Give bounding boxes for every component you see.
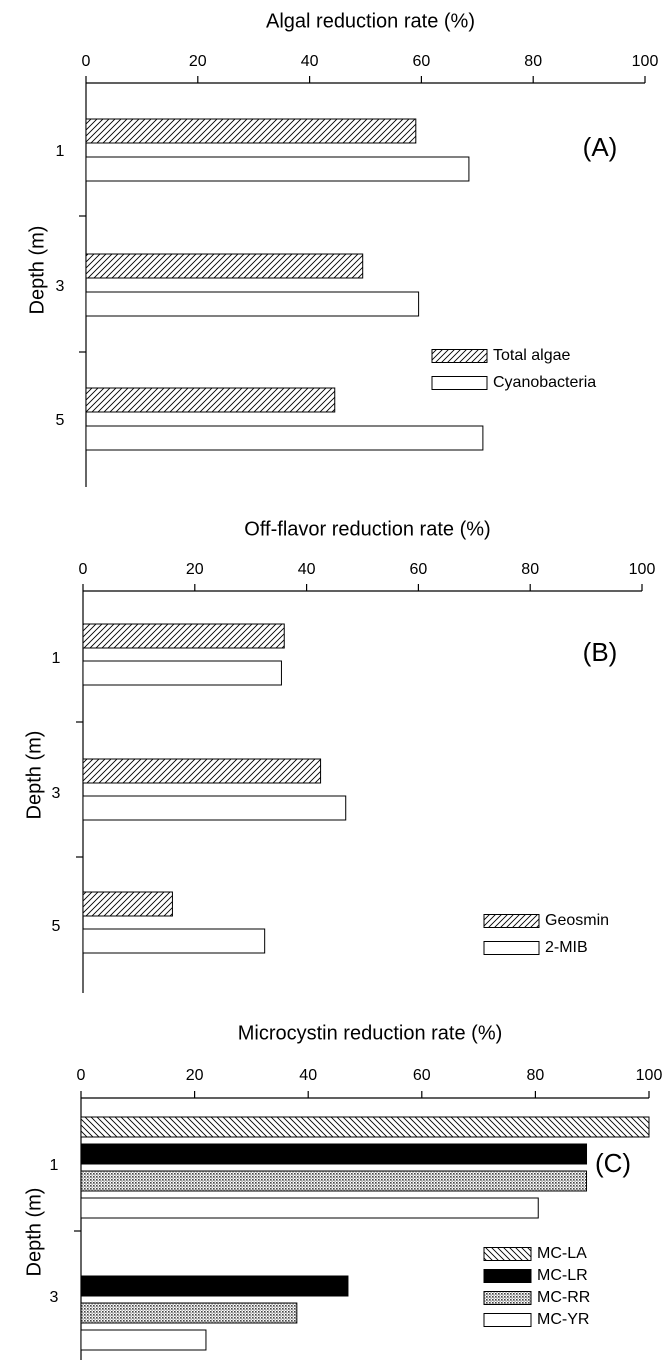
- legend-label: MC-RR: [537, 1289, 590, 1306]
- legend-label: 2-MIB: [545, 939, 588, 956]
- x-tick-label: 100: [632, 53, 659, 70]
- x-tick-label: 40: [298, 561, 316, 578]
- x-tick-label: 0: [77, 1067, 86, 1084]
- bar-mc-yr-depth-1: [81, 1198, 538, 1218]
- y-axis-label: Depth (m): [26, 226, 48, 315]
- y-category-label: 3: [50, 1289, 59, 1306]
- bar-geosmin-depth-1: [83, 624, 284, 648]
- bar-mc-yr-depth-3: [81, 1330, 206, 1350]
- y-category-label: 1: [52, 650, 61, 667]
- bar-mc-la-depth-1: [81, 1117, 649, 1137]
- panel-label: (B): [583, 637, 618, 667]
- bar-2-mib-depth-1: [83, 661, 281, 685]
- chart-title: Algal reduction rate (%): [266, 10, 475, 32]
- x-tick-label: 20: [189, 53, 207, 70]
- legend-swatch: [484, 1248, 531, 1261]
- chart-panel-a: Algal reduction rate (%) 0 20 40 60 80 100 Dept…: [26, 10, 658, 487]
- legend-label: Cyanobacteria: [493, 374, 596, 391]
- x-tick-label: 80: [521, 561, 539, 578]
- legend-swatch: [484, 1292, 531, 1305]
- bar-total-algae-depth-5: [86, 388, 335, 412]
- legend-swatch: [484, 1270, 531, 1283]
- x-tick-label: 60: [413, 1067, 431, 1084]
- bar-total-algae-depth-1: [86, 119, 416, 143]
- y-axis-label: Depth (m): [23, 731, 45, 820]
- x-tick-label: 20: [186, 1067, 204, 1084]
- bar-2-mib-depth-5: [83, 929, 265, 953]
- bar-mc-rr-depth-3: [81, 1303, 297, 1323]
- legend-swatch: [432, 350, 487, 363]
- x-tick-label: 80: [527, 1067, 545, 1084]
- x-tick-label: 20: [186, 561, 204, 578]
- y-category-label: 1: [56, 143, 65, 160]
- legend-label: Total algae: [493, 347, 570, 364]
- legend-label: MC-LR: [537, 1267, 588, 1284]
- bar-mc-rr-depth-1: [81, 1171, 587, 1191]
- bar-2-mib-depth-3: [83, 796, 346, 820]
- x-tick-label: 0: [79, 561, 88, 578]
- legend-label: MC-LA: [537, 1245, 587, 1262]
- bar-cyanobacteria-depth-3: [86, 292, 419, 316]
- y-category-label: 3: [52, 785, 61, 802]
- legend-swatch: [484, 1314, 531, 1327]
- chart-title: Off-flavor reduction rate (%): [244, 518, 490, 540]
- legend-swatch: [432, 377, 487, 390]
- y-category-label: 1: [50, 1157, 59, 1174]
- bar-mc-lr-depth-1: [81, 1144, 587, 1164]
- legend: Geosmin 2-MIB: [484, 912, 609, 956]
- y-axis-label: Depth (m): [23, 1188, 45, 1277]
- x-tick-label: 80: [524, 53, 542, 70]
- x-tick-label: 0: [82, 53, 91, 70]
- chart-panel-b: Off-flavor reduction rate (%) 0 20 40 60 80 10…: [23, 518, 655, 993]
- x-tick-label: 100: [636, 1067, 663, 1084]
- bar-geosmin-depth-5: [83, 892, 172, 916]
- bar-mc-lr-depth-3: [81, 1276, 348, 1296]
- y-category-label: 3: [56, 278, 65, 295]
- chart-panel-c: Microcystin reduction rate (%) 0 20 40 60 80 1…: [23, 1022, 662, 1360]
- x-tick-label: 40: [301, 53, 319, 70]
- bar-geosmin-depth-3: [83, 759, 321, 783]
- legend-label: MC-YR: [537, 1311, 589, 1328]
- x-tick-label: 40: [299, 1067, 317, 1084]
- legend-label: Geosmin: [545, 912, 609, 929]
- y-category-label: 5: [56, 412, 65, 429]
- bar-cyanobacteria-depth-1: [86, 157, 469, 181]
- x-tick-label: 100: [629, 561, 656, 578]
- legend-swatch: [484, 915, 539, 928]
- legend: MC-LA MC-LR MC-RR MC-YR: [484, 1245, 590, 1328]
- legend-swatch: [484, 942, 539, 955]
- panel-label: (C): [595, 1148, 631, 1178]
- bar-cyanobacteria-depth-5: [86, 426, 483, 450]
- chart-title: Microcystin reduction rate (%): [238, 1022, 503, 1044]
- legend: Total algae Cyanobacteria: [432, 347, 596, 391]
- y-category-label: 5: [52, 918, 61, 935]
- x-tick-label: 60: [410, 561, 428, 578]
- x-tick-label: 60: [413, 53, 431, 70]
- bar-total-algae-depth-3: [86, 254, 363, 278]
- panel-label: (A): [583, 132, 618, 162]
